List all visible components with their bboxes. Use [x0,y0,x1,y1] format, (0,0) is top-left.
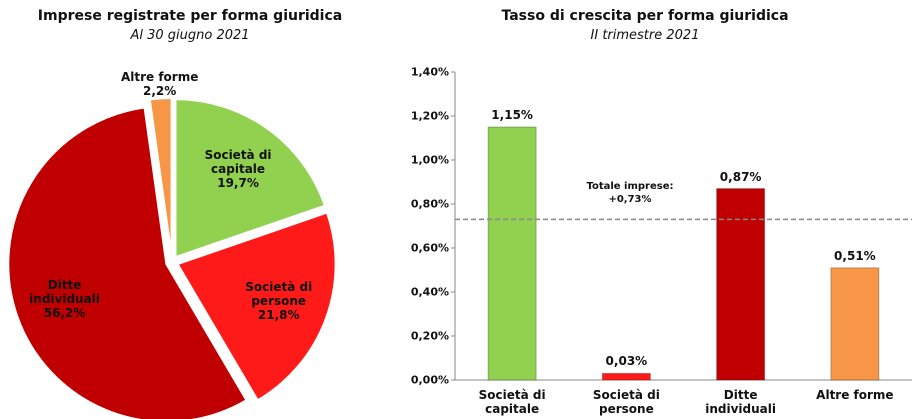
bar [487,126,537,381]
chart-title: Tasso di crescita per forma giuridica [501,8,789,24]
chart-subtitle: II trimestre 2021 [590,28,700,43]
slice-value: 2,2% [143,83,177,98]
pie-slice [148,97,173,257]
bar [830,267,880,381]
x-tick-label: Altre forme [816,388,894,402]
slice-label: Altre forme 2,2% [110,70,210,98]
pie-slice [176,211,337,402]
bar-value-label: 0,87% [719,169,762,184]
slice-name: Ditte individuali [29,278,100,307]
y-tick-label: 0,60% [410,241,449,255]
pie-slice [7,106,248,419]
bar [601,372,651,381]
bar [716,188,766,381]
y-tick-label: 1,00% [410,153,449,167]
y-tick-label: 0,80% [410,197,449,211]
y-tick-label: 0,20% [410,329,449,343]
pie-slice [174,98,327,259]
x-tick-label: Società di capitale [478,388,546,416]
x-tick-label: Società di persone [592,388,660,416]
slice-name: Altre forme [120,69,199,84]
bar-value-label: 1,15% [491,108,533,122]
slice-value: 56,2% [43,306,86,321]
chart-subtitle: Al 30 giugno 2021 [130,28,250,43]
slice-label: Ditte individuali 56,2% [15,278,115,320]
x-tick-label: Ditte individuali [705,388,776,416]
slice-value: 21,8% [257,308,300,323]
y-tick-label: 0,40% [410,285,449,299]
slice-name: Società di capitale [204,148,272,177]
y-tick-label: 1,40% [410,65,449,79]
chart-title: Imprese registrate per forma giuridica [37,8,343,24]
slice-label: Società di capitale 19,7% [188,148,288,190]
y-tick-label: 0,00% [410,373,449,387]
slice-label: Società di persone 21,8% [229,280,329,322]
bar-value-label: 0,03% [605,354,648,369]
slice-name: Società di persone [245,280,313,309]
reference-label: Totale imprese: +0,73% [586,181,674,206]
y-tick-label: 1,20% [410,109,449,123]
bar-value-label: 0,51% [834,248,876,263]
slice-value: 19,7% [217,176,259,191]
